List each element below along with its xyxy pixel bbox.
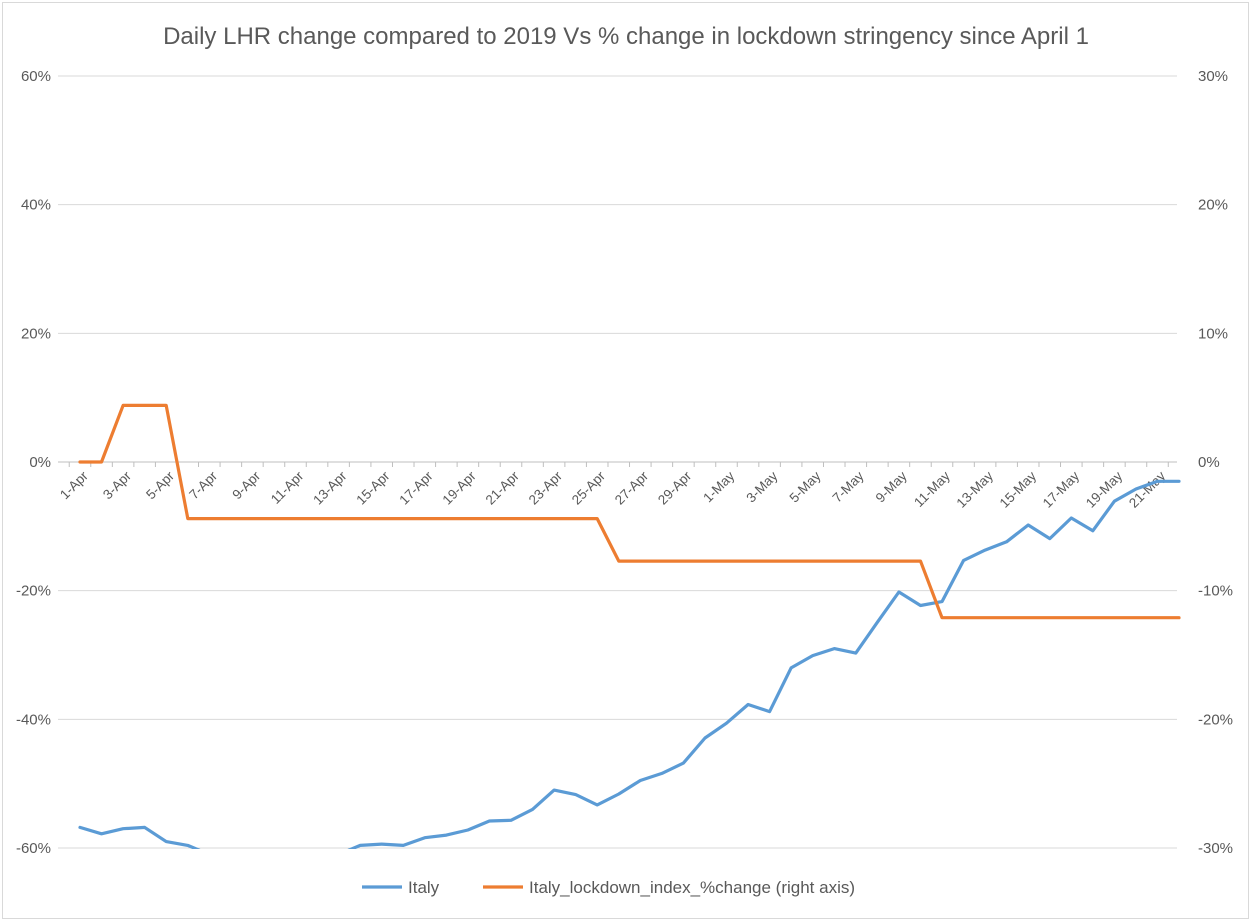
x-tick-label: 1-May <box>700 468 737 505</box>
x-tick-label: 5-Apr <box>143 468 177 502</box>
legend: Italy Italy_lockdown_index_%change (right… <box>362 878 855 897</box>
x-tick-label: 15-May <box>997 468 1040 511</box>
right-axis-tick-labels: 30% 20% 10% 0% -10% -20% -30% <box>1198 68 1233 857</box>
x-tick-label: 17-Apr <box>396 468 436 508</box>
right-tick-label: -30% <box>1198 840 1233 857</box>
left-tick-label: 40% <box>21 197 51 214</box>
series-line-italy-lockdown-index <box>78 403 1181 620</box>
x-tick-label: 17-May <box>1040 468 1083 511</box>
x-tick-label: 19-Apr <box>440 468 480 508</box>
left-tick-label: -20% <box>16 583 51 600</box>
x-tick-label: 21-Apr <box>483 468 523 508</box>
right-tick-label: -20% <box>1198 711 1233 728</box>
right-tick-label: 30% <box>1198 68 1228 85</box>
x-tick-label: 11-Apr <box>268 468 307 507</box>
x-tick-label: 13-May <box>954 468 997 511</box>
left-tick-label: 0% <box>29 454 51 471</box>
x-tick-label: 11-May <box>911 468 953 510</box>
series-line-italy <box>78 479 1181 849</box>
x-tick-label: 1-Apr <box>57 468 91 502</box>
legend-label: Italy <box>408 878 440 897</box>
legend-label: Italy_lockdown_index_%change (right axis… <box>529 878 855 897</box>
x-tick-label: 3-May <box>743 468 780 505</box>
right-tick-label: 0% <box>1198 454 1220 471</box>
x-tick-label: 25-Apr <box>569 468 609 508</box>
series-lines <box>78 403 1181 849</box>
left-axis-tick-labels: 60% 40% 20% 0% -20% -40% -60% <box>16 68 51 857</box>
x-tick-label: 7-May <box>830 468 867 505</box>
x-tick-label: 15-Apr <box>353 468 393 508</box>
left-tick-label: -60% <box>16 840 51 857</box>
x-tick-label: 23-Apr <box>526 468 566 508</box>
gridlines <box>58 75 1177 849</box>
x-tick-label: 3-Apr <box>100 468 134 502</box>
right-tick-label: -10% <box>1198 583 1233 600</box>
left-tick-label: 60% <box>21 68 51 85</box>
x-tick-label: 9-May <box>873 468 910 505</box>
right-tick-label: 10% <box>1198 325 1228 342</box>
chart-title: Daily LHR change compared to 2019 Vs % c… <box>163 23 1089 50</box>
left-tick-label: -40% <box>16 711 51 728</box>
x-tick-label: 5-May <box>786 468 823 505</box>
x-tick-label: 29-Apr <box>655 468 695 508</box>
x-tick-label: 9-Apr <box>229 468 263 502</box>
left-tick-label: 20% <box>21 325 51 342</box>
right-tick-label: 20% <box>1198 197 1228 214</box>
x-tick-label: 13-Apr <box>310 468 350 508</box>
x-tick-label: 27-Apr <box>612 468 652 508</box>
x-axis: 1-Apr 3-Apr 5-Apr 7-Apr 9-Apr 11-Apr 13-Apr 15-… <box>57 461 1177 511</box>
x-tick-label: 7-Apr <box>186 468 220 502</box>
x-tick-label: 19-May <box>1083 468 1126 511</box>
